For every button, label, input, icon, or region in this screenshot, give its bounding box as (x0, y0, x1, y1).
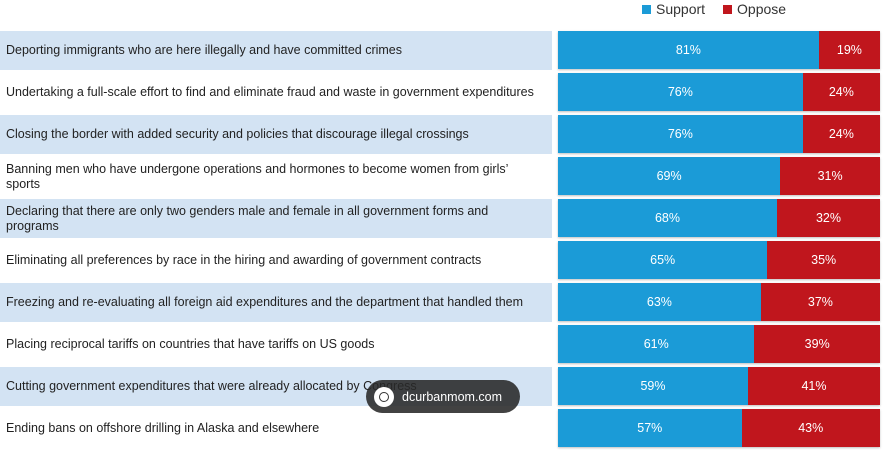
legend-label-oppose: Oppose (737, 1, 787, 17)
chart-row: Placing reciprocal tariffs on countries … (0, 324, 886, 366)
watermark-badge[interactable]: dcurbanmom.com (366, 380, 520, 413)
data-label: 76% (667, 85, 693, 99)
chart-row: Banning men who have undergone operation… (0, 156, 886, 198)
chart-row: Deporting immigrants who are here illega… (0, 30, 886, 72)
chart-row: Closing the border with added security a… (0, 114, 886, 156)
bar-segment-oppose: 39% (754, 325, 880, 363)
legend-swatch-oppose (723, 4, 733, 14)
bar-segment-support: 61% (558, 325, 755, 363)
data-label: 63% (646, 295, 672, 309)
bar-segment-support: 76% (558, 115, 803, 153)
data-label: 76% (667, 127, 693, 141)
stacked-bar: 69% 31% (558, 157, 880, 195)
bar-segment-support: 76% (558, 73, 803, 111)
data-label: 24% (828, 85, 854, 99)
bar-segment-oppose: 35% (767, 241, 880, 279)
stacked-bar: 76% 24% (558, 115, 880, 153)
chart-row: Declaring that there are only two gender… (0, 198, 886, 240)
data-label: 32% (815, 211, 841, 225)
data-label: 43% (798, 421, 824, 435)
category-label: Placing reciprocal tariffs on countries … (6, 337, 375, 351)
data-label: 37% (807, 295, 833, 309)
bar-segment-oppose: 37% (760, 283, 880, 321)
chart-row: Eliminating all preferences by race in t… (0, 240, 886, 282)
category-label: Closing the border with added security a… (0, 115, 552, 154)
category-label: Freezing and re-evaluating all foreign a… (0, 283, 552, 322)
bar-segment-oppose: 31% (780, 157, 880, 195)
bar-segment-support: 69% (558, 157, 781, 195)
data-label: 81% (675, 43, 701, 57)
bar-segment-oppose: 41% (747, 367, 880, 405)
data-label: 24% (828, 127, 854, 141)
category-label: Deporting immigrants who are here illega… (0, 31, 552, 70)
bar-segment-support: 63% (558, 283, 761, 321)
stacked-bar: 81% 19% (558, 31, 880, 69)
bar-segment-support: 68% (558, 199, 777, 237)
bar-segment-oppose: 19% (818, 31, 880, 69)
legend-item-support: Support (642, 1, 705, 17)
data-label: 57% (637, 421, 663, 435)
stacked-bar: 61% 39% (558, 325, 880, 363)
bar-segment-support: 65% (558, 241, 768, 279)
bar-segment-oppose: 24% (802, 115, 880, 153)
legend: Support Oppose (642, 0, 786, 18)
chart-row: Undertaking a full-scale effort to find … (0, 72, 886, 114)
chart-row: Freezing and re-evaluating all foreign a… (0, 282, 886, 324)
data-label: 19% (836, 43, 862, 57)
stacked-bar: 59% 41% (558, 367, 880, 405)
bar-segment-support: 81% (558, 31, 819, 69)
stacked-bar: 57% 43% (558, 409, 880, 447)
data-label: 65% (650, 253, 676, 267)
chart-rows: Deporting immigrants who are here illega… (0, 30, 886, 450)
data-label: 35% (811, 253, 837, 267)
stacked-bar: 76% 24% (558, 73, 880, 111)
stacked-bar: 63% 37% (558, 283, 880, 321)
data-label: 31% (817, 169, 843, 183)
category-label: Ending bans on offshore drilling in Alas… (6, 421, 320, 435)
data-label: 41% (801, 379, 827, 393)
chart-row: Ending bans on offshore drilling in Alas… (0, 408, 886, 450)
data-label: 59% (640, 379, 666, 393)
category-label: Eliminating all preferences by race in t… (6, 253, 482, 267)
bar-segment-oppose: 32% (776, 199, 880, 237)
bar-segment-support: 57% (558, 409, 742, 447)
legend-item-oppose: Oppose (723, 1, 786, 17)
data-label: 39% (804, 337, 830, 351)
data-label: 61% (643, 337, 669, 351)
bar-segment-oppose: 43% (741, 409, 880, 447)
legend-label-support: Support (656, 1, 706, 17)
data-label: 69% (656, 169, 682, 183)
bar-segment-support: 59% (558, 367, 748, 405)
stacked-bar: 68% 32% (558, 199, 880, 237)
data-label: 68% (654, 211, 680, 225)
legend-swatch-support (642, 4, 651, 14)
category-label: Declaring that there are only two gender… (0, 199, 552, 238)
bar-segment-oppose: 24% (802, 73, 880, 111)
category-label: Banning men who have undergone operation… (6, 161, 508, 191)
stacked-bar: 65% 35% (558, 241, 880, 279)
category-label: Undertaking a full-scale effort to find … (6, 85, 534, 99)
globe-icon (374, 386, 394, 407)
watermark-text: dcurbanmom.com (402, 389, 503, 404)
